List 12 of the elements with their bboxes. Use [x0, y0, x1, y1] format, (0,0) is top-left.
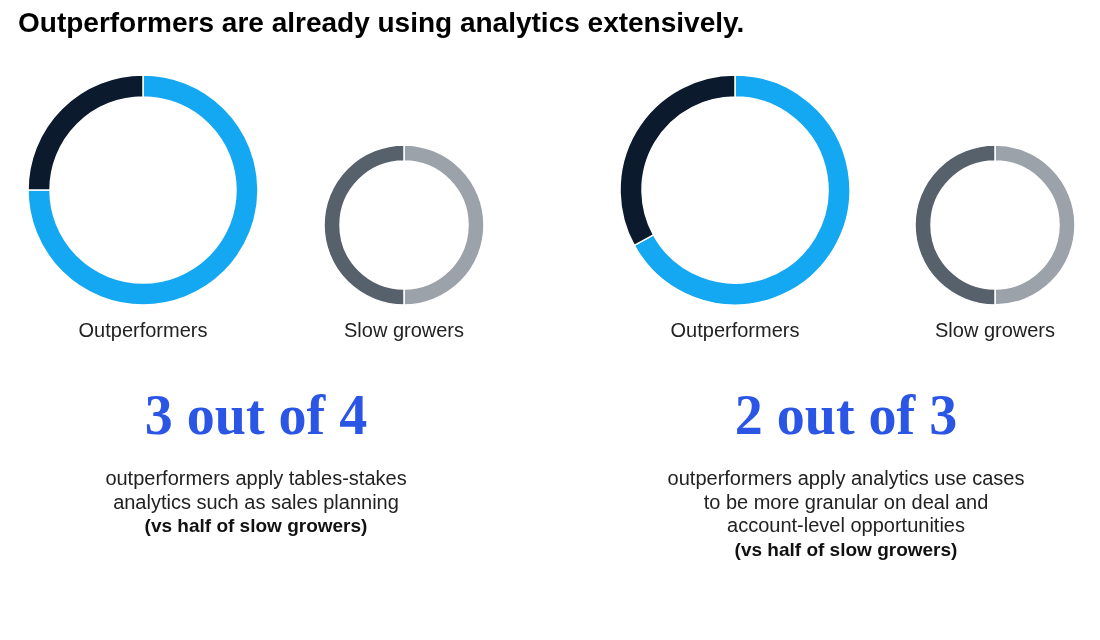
text: 3 out of 4 [144, 384, 368, 446]
text: outperformers apply tables-stakes analytics such as sales planning [105, 467, 407, 513]
text: (vs half of slow growers) [144, 515, 368, 536]
text: Slow growers [934, 319, 1056, 341]
text: outperformers apply analytics use cases to be more granular on deal and account-level opportunities [667, 467, 1025, 536]
text: Outperformers are already using analytics extensively. [18, 7, 745, 38]
text: 2 out of 3 [734, 384, 958, 446]
text: Slow growers [343, 319, 465, 341]
donut-slice [27, 74, 259, 306]
text: Outperformers [670, 319, 800, 341]
text: Outperformers [78, 319, 208, 341]
text: (vs half of slow growers) [734, 538, 958, 560]
